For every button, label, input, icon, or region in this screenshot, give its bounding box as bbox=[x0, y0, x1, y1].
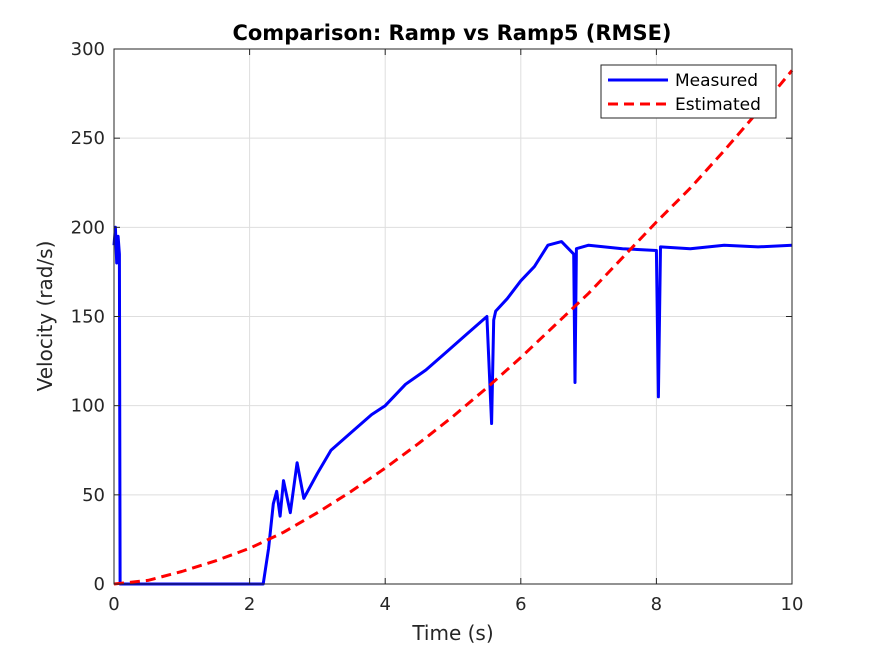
x-tick-label: 2 bbox=[244, 594, 255, 615]
y-tick-label: 250 bbox=[71, 128, 105, 149]
y-axis-label: Velocity (rad/s) bbox=[33, 241, 57, 392]
y-tick-label: 50 bbox=[82, 485, 105, 506]
x-tick-label: 4 bbox=[379, 594, 390, 615]
x-tick-label: 8 bbox=[651, 594, 662, 615]
legend-box bbox=[600, 64, 777, 119]
legend: Measured Estimated bbox=[600, 64, 777, 119]
x-tick-label: 6 bbox=[515, 594, 526, 615]
legend-label-measured: Measured bbox=[675, 71, 758, 91]
y-tick-label: 100 bbox=[71, 396, 105, 417]
y-tick-label: 300 bbox=[71, 39, 105, 60]
x-axis-label: Time (s) bbox=[411, 621, 493, 645]
y-tick-label: 150 bbox=[71, 307, 105, 328]
series-line-estimated bbox=[113, 69, 794, 586]
x-tick-label: 10 bbox=[781, 594, 804, 615]
chart-title: Comparison: Ramp vs Ramp5 (RMSE) bbox=[232, 21, 671, 45]
legend-label-estimated: Estimated bbox=[675, 95, 761, 115]
y-tick-label: 0 bbox=[94, 574, 105, 595]
y-tick-label: 200 bbox=[71, 217, 105, 238]
x-tick-label: 0 bbox=[108, 594, 119, 615]
